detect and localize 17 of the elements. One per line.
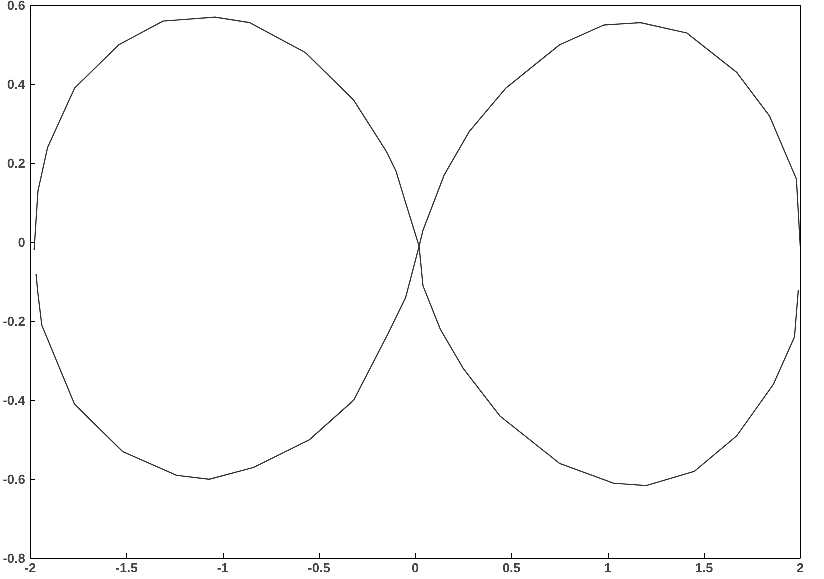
x-tick-label: 0 [412, 560, 420, 576]
x-tick-label: -1.5 [116, 560, 138, 576]
x-tick-label: 2 [796, 560, 804, 576]
x-tick-label: -1 [217, 560, 229, 576]
y-tick-label: -0.2 [3, 314, 26, 329]
x-tick-label: 1 [604, 560, 612, 576]
y-tick-label: -0.8 [3, 551, 26, 566]
y-tick-label: 0.2 [7, 156, 26, 171]
x-tick-label: -0.5 [308, 560, 330, 576]
x-tick-label: 0.5 [502, 560, 521, 576]
y-tick-label: 0.4 [7, 77, 26, 92]
y-tick-label: -0.6 [3, 472, 26, 487]
y-tick-label: 0.6 [7, 0, 26, 13]
x-tick-label: -2 [24, 560, 36, 576]
y-tick-label: 0 [18, 235, 26, 250]
x-tick-label: 1.5 [695, 560, 714, 576]
y-tick-label: -0.4 [3, 393, 26, 408]
